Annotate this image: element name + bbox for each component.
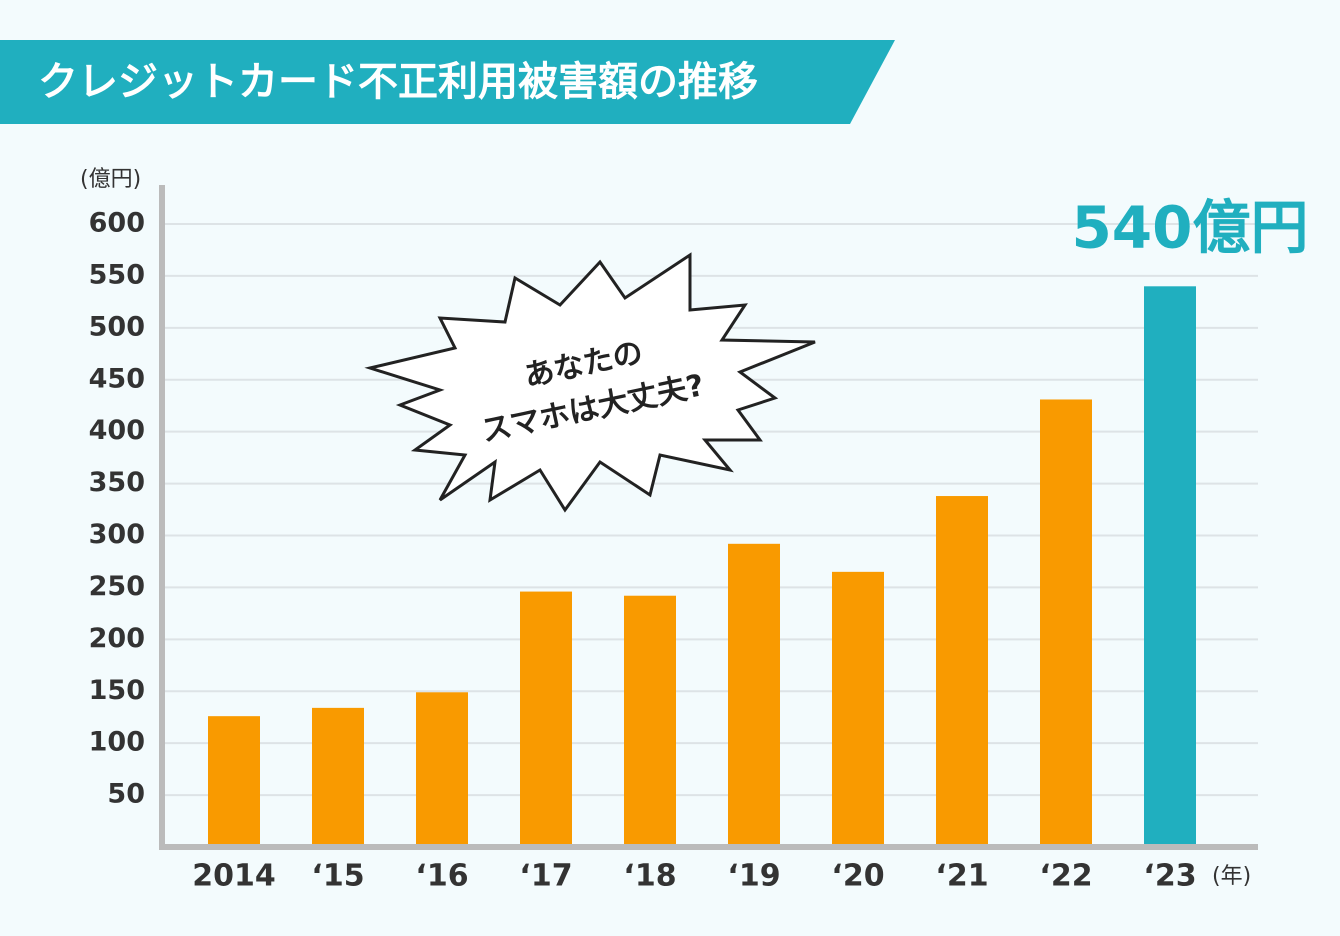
x-tick-label: ‘20 xyxy=(831,859,884,894)
x-tick-label: ‘16 xyxy=(415,859,468,894)
bar xyxy=(936,496,988,847)
chart-title: クレジットカード不正利用被害額の推移 xyxy=(38,59,758,105)
bar xyxy=(312,707,364,847)
bar xyxy=(520,591,572,847)
x-tick-label: ‘15 xyxy=(311,859,364,894)
y-axis-label: (億円) xyxy=(80,167,141,192)
title-banner xyxy=(0,40,895,124)
y-tick-label: 150 xyxy=(89,675,145,706)
x-tick-label: ‘21 xyxy=(935,859,988,894)
y-tick-label: 100 xyxy=(89,727,145,758)
x-tick-label: ‘22 xyxy=(1039,859,1092,894)
y-tick-label: 500 xyxy=(89,311,145,342)
x-tick-label: ‘18 xyxy=(623,859,676,894)
bar xyxy=(1144,286,1196,847)
y-tick-label: 350 xyxy=(89,467,145,498)
y-tick-label: 450 xyxy=(89,363,145,394)
value-label: 540億円 xyxy=(1071,193,1308,261)
y-tick-label: 400 xyxy=(89,415,145,446)
bar xyxy=(832,571,884,847)
bar xyxy=(728,543,780,847)
x-tick-label: 2014 xyxy=(192,859,276,894)
x-tick-label: ‘19 xyxy=(727,859,780,894)
x-tick-label: ‘17 xyxy=(519,859,572,894)
y-tick-label: 200 xyxy=(89,623,145,654)
bar xyxy=(624,595,676,847)
y-tick-label: 300 xyxy=(89,519,145,550)
bar xyxy=(208,716,260,847)
y-tick-label: 550 xyxy=(89,259,145,290)
starburst xyxy=(364,252,816,513)
x-axis-label: (年) xyxy=(1212,864,1251,889)
y-tick-label: 50 xyxy=(107,779,145,810)
x-tick-label: ‘23 xyxy=(1143,859,1196,894)
bar xyxy=(1040,399,1092,847)
y-tick-label: 600 xyxy=(89,208,145,239)
y-tick-label: 250 xyxy=(89,571,145,602)
bar xyxy=(416,692,468,847)
